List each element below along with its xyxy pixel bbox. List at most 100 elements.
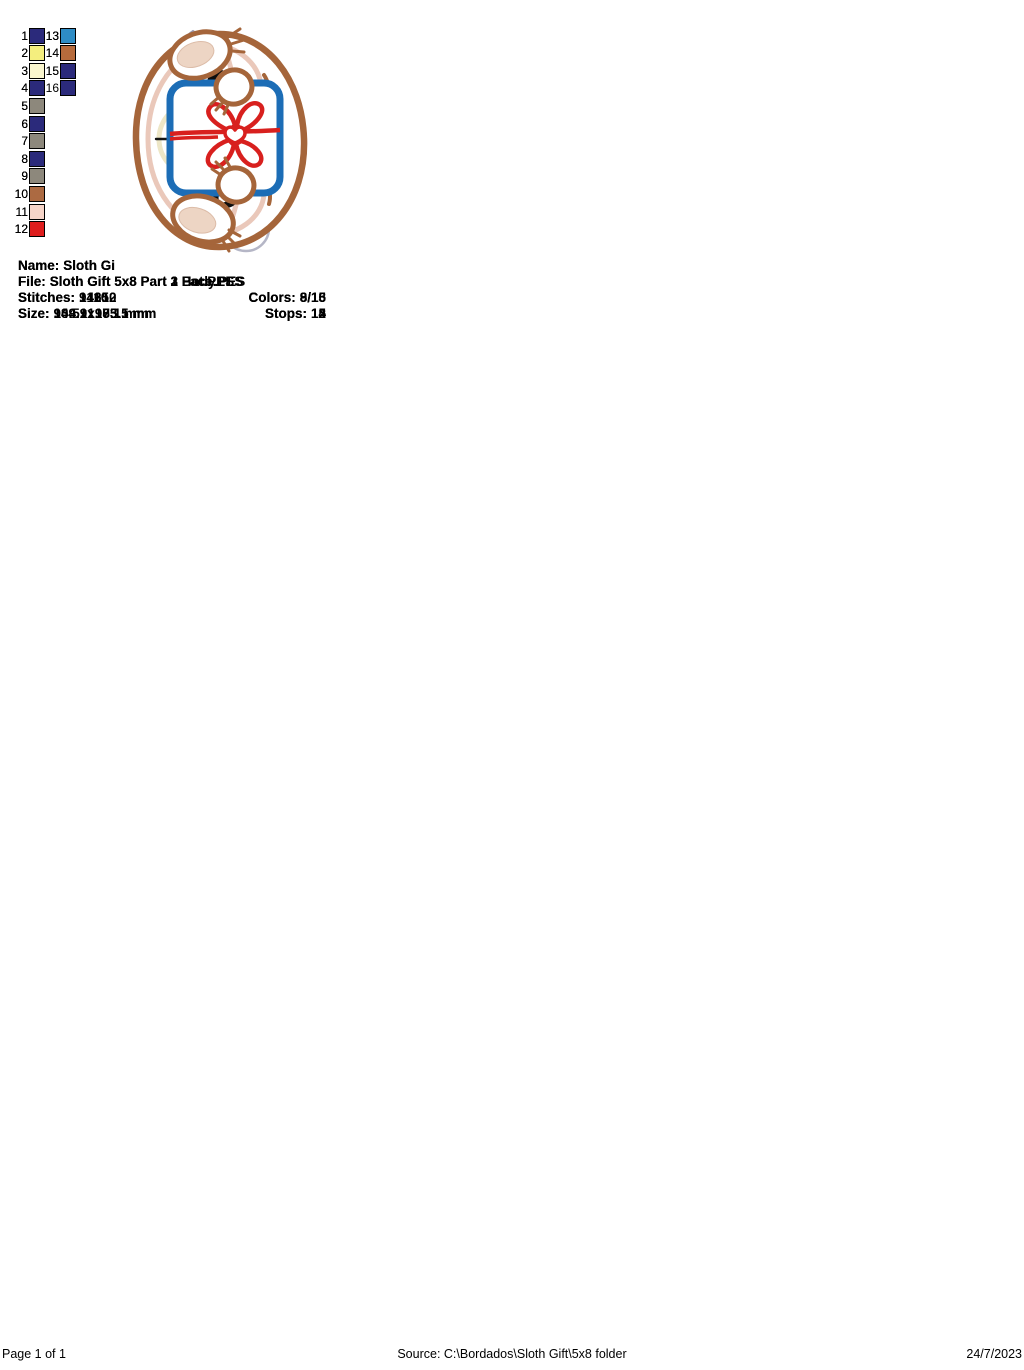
info-size-line: Size: 139.1x173.5 mm Stops: 15 (18, 306, 326, 322)
palette-color-chip (29, 168, 45, 185)
palette-entry-number: 1 (21, 28, 28, 43)
palette-entry-number: 6 (21, 116, 28, 131)
palette-color-chip (29, 80, 45, 97)
info-size-line: Size: 94.5x190.1 mm Stops: 14 (18, 306, 326, 322)
palette-entry-number: 5 (21, 98, 28, 113)
stitches: Stitches: 9110 (18, 290, 109, 305)
bow-knot (223, 125, 247, 145)
palette-entry: 11 (12, 203, 45, 220)
size: Size: 139.1x173.5 mm (18, 306, 157, 321)
name-value: Sloth Gi (63, 258, 116, 273)
info-size-line: Size: 104.9x185.1 mm Stops: 12 (18, 306, 326, 322)
palette-entry: 6 (12, 115, 45, 132)
palette-entry-number: 12 (14, 222, 28, 237)
foot-top-claws (226, 27, 246, 54)
info-file-line: File: Sloth Gift 5x8 Part 1 Body.PES (18, 274, 326, 290)
foot-bottom-claws (221, 228, 242, 253)
palette-entry: 13 (45, 27, 76, 44)
palette-entry-number: 12 (14, 222, 28, 237)
file-value: Sloth Gift 5x8 Part 1 Body.PES (49, 274, 246, 289)
palette-entry-number: 13 (45, 28, 59, 43)
info-stitches-line: Stitches: 14252 Colors: 9/16 (18, 290, 326, 306)
palette-color-chip (29, 45, 45, 62)
palette-entry-number: 14 (45, 46, 59, 61)
foot-top-left (167, 29, 233, 81)
palette-entry-number: 1 (21, 28, 28, 43)
foot-pad (178, 206, 217, 234)
palette-entry-number: 5 (21, 98, 28, 113)
palette-entry-number: 8 (21, 151, 28, 166)
palette-entry: 5 (12, 97, 45, 114)
info-file-line: File: Sloth Gift 5x8 Part 3 Hat.PES (18, 274, 326, 290)
file-value: Sloth Gift 5x8 Part 3 Hat.PES (49, 274, 235, 289)
palette-entry-number: 7 (21, 134, 28, 149)
palette-entry-number: 4 (21, 81, 28, 96)
design-card-body: 1 2 3 4 5 6 7 8 9 10 11 12 13 14 15 (0, 0, 344, 340)
file-label: File: (18, 274, 46, 289)
palette-entry-number: 3 (21, 63, 28, 78)
stops: Stops: 12 (264, 306, 326, 321)
palette-entry: 7 (12, 133, 45, 150)
file-label: File: (18, 274, 46, 289)
info-name-line: Name: Sloth Gi (18, 258, 326, 274)
palette-entry-number: 8 (21, 151, 28, 166)
palette-entry-number: 13 (45, 28, 59, 43)
foot-bottom-left (170, 193, 236, 245)
palette-color-chip (29, 62, 45, 79)
palette-color-chip (60, 27, 76, 44)
design-preview-body (140, 25, 340, 260)
palette-entry-number: 16 (45, 81, 59, 96)
bow-loop-tr (234, 101, 265, 134)
file-value: Sloth Gift 5x8 Part 2 Face.PES (49, 274, 244, 289)
palette-entry-number: 6 (21, 116, 28, 131)
palette-entry: 16 (45, 80, 76, 97)
palette-color-chip (29, 203, 45, 220)
palette-entry-number: 11 (15, 204, 28, 219)
source-path: Source: C:\Bordados\Sloth Gift\5x8 folde… (397, 1347, 627, 1361)
palette-entry-number: 10 (14, 186, 28, 201)
bow-loop-bl (205, 137, 237, 169)
palette-entry-number: 11 (15, 204, 28, 219)
palette-entry-number: 3 (21, 63, 28, 78)
palette-entry: 12 (12, 221, 45, 238)
palette-color-chip (29, 185, 45, 202)
palette-entry-number: 7 (21, 134, 28, 149)
palette-entry-number: 10 (14, 186, 28, 201)
paw-top-claws (209, 95, 230, 116)
stops: Stops: 14 (264, 306, 326, 321)
palette-entry-number: 10 (14, 186, 28, 201)
palette-entry-number: 7 (21, 134, 28, 149)
colors: Colors: 9/16 (248, 290, 326, 305)
palette-entry-number: 2 (21, 46, 28, 61)
paw-bottom (215, 165, 257, 205)
palette-color-chip (60, 62, 76, 79)
palette-entry-number: 12 (14, 222, 28, 237)
page-number: Page 1 of 1 (2, 1347, 66, 1361)
palette-entry: 15 (45, 62, 76, 79)
sloth-body-gift-image (166, 27, 284, 253)
palette-entry-number: 14 (45, 46, 59, 61)
size: Size: 94.5x190.1 mm (18, 306, 149, 321)
name-label: Name: (18, 258, 60, 273)
palette-entry-number: 9 (21, 169, 28, 184)
ribbon-strand-1 (169, 127, 281, 137)
palette-entry-number: 13 (45, 28, 59, 43)
ribbon-strand-2 (169, 135, 219, 141)
stops: Stops: 15 (264, 306, 326, 321)
palette-entry-number: 6 (21, 116, 28, 131)
palette-color-chip (60, 80, 76, 97)
palette-entry-number: 15 (45, 63, 59, 78)
palette-entry-number: 4 (21, 81, 28, 96)
palette-entry-number: 15 (45, 63, 59, 78)
palette-entry-number: 2 (21, 46, 28, 61)
palette-color-chip (29, 27, 45, 44)
palette-entry-number: 2 (21, 46, 28, 61)
name-label: Name: (18, 258, 60, 273)
palette-color-chip (29, 97, 45, 114)
palette-entry: 2 (12, 45, 45, 62)
bow-loop-br (233, 138, 264, 168)
palette-entry: 10 (12, 185, 45, 202)
paw-top (213, 67, 255, 107)
palette-entry-number: 3 (21, 63, 28, 78)
info-file-line: File: Sloth Gift 5x8 Part 2 Face.PES (18, 274, 326, 290)
